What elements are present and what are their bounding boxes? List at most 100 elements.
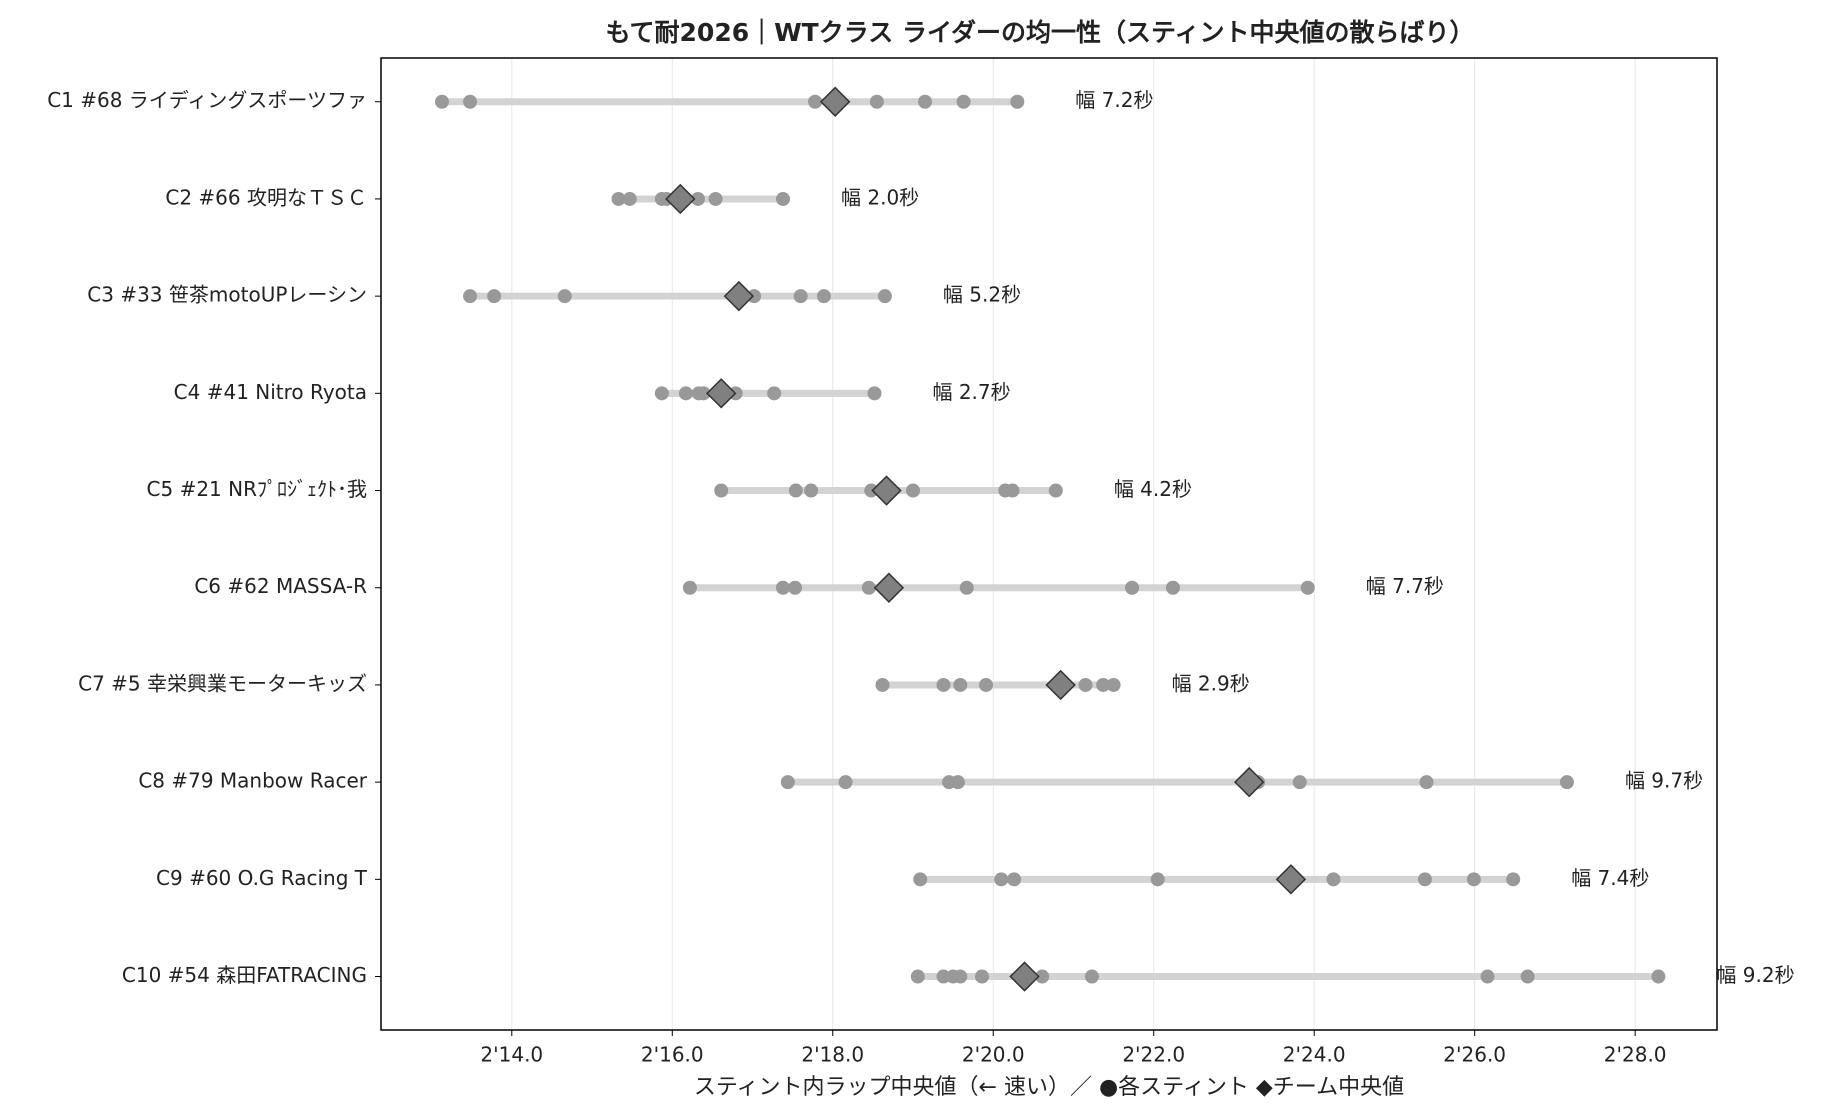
x-tick-label: 2'16.0 — [641, 1043, 704, 1067]
range-label: 幅 7.2秒 — [1075, 88, 1153, 112]
stint-point — [780, 775, 795, 790]
y-tick-label: C8 #79 Manbow Racer — [138, 769, 367, 793]
x-tick-label: 2'26.0 — [1443, 1043, 1506, 1067]
stint-point — [1125, 580, 1140, 595]
stint-point — [690, 191, 705, 206]
stint-point — [1419, 775, 1434, 790]
y-tick-label: C2 #66 攻明なＴＳＣ — [165, 185, 367, 209]
x-tick-label: 2'20.0 — [962, 1043, 1025, 1067]
median-marker — [706, 378, 737, 409]
y-tick-label: C9 #60 O.G Racing T — [156, 866, 368, 890]
stint-point — [557, 289, 572, 304]
stint-point — [463, 289, 478, 304]
stint-point — [1035, 969, 1050, 984]
stint-point — [1300, 580, 1315, 595]
stint-point — [875, 677, 890, 692]
stint-point — [611, 191, 626, 206]
median-marker — [873, 572, 905, 603]
y-tick-label: C10 #54 森田FATRACING — [122, 963, 367, 987]
stint-point — [678, 386, 693, 401]
stint-point — [867, 386, 882, 401]
y-tick-label: C5 #21 NRﾌﾟﾛｼﾞｪｸﾄ･我 — [147, 477, 367, 501]
stint-point — [487, 289, 502, 304]
plot-frame — [380, 57, 1718, 1031]
stint-point — [936, 677, 951, 692]
stint-point — [1106, 677, 1121, 692]
median-marker — [665, 183, 696, 215]
stint-point — [979, 677, 994, 692]
stint-point — [1506, 872, 1521, 887]
stint-point — [1466, 872, 1481, 887]
x-tick-label: 2'22.0 — [1122, 1043, 1185, 1067]
stint-point — [747, 289, 762, 304]
stint-point — [1326, 872, 1341, 887]
x-tick-label: 2'24.0 — [1283, 1043, 1346, 1067]
range-label: 幅 2.7秒 — [932, 380, 1010, 404]
stint-point — [959, 580, 974, 595]
stint-point — [956, 94, 971, 109]
x-axis-label: スティント内ラップ中央値（← 速い）／ ●各スティント ◆チーム中央値 — [694, 1075, 1404, 1100]
stint-point — [1150, 872, 1165, 887]
stint-point — [950, 775, 965, 790]
stint-point — [816, 289, 831, 304]
range-label: 幅 7.7秒 — [1366, 574, 1444, 598]
x-tick-label: 2'14.0 — [480, 1043, 543, 1067]
stint-point — [1165, 580, 1180, 595]
stint-point — [434, 94, 449, 109]
y-tick-label: C1 #68 ライディングスポーツファ — [47, 88, 367, 112]
stint-point — [974, 969, 989, 984]
stint-point — [793, 289, 808, 304]
y-tick-label: C6 #62 MASSA-R — [194, 574, 367, 598]
stint-point — [918, 94, 933, 109]
stint-point — [808, 94, 823, 109]
stint-point — [1005, 483, 1020, 498]
stint-point — [463, 94, 478, 109]
stint-point — [905, 483, 920, 498]
stint-point — [1417, 872, 1432, 887]
stint-point — [696, 386, 711, 401]
range-label: 幅 2.0秒 — [841, 185, 919, 209]
stint-point — [776, 191, 791, 206]
stint-point — [838, 775, 853, 790]
y-tick-label: C7 #5 幸栄興業モーターキッズ — [78, 671, 367, 695]
range-label: 幅 5.2秒 — [943, 283, 1021, 307]
stint-point — [788, 580, 803, 595]
stint-point — [869, 94, 884, 109]
stint-point — [1480, 969, 1495, 984]
stint-point — [1084, 969, 1099, 984]
stint-point — [913, 872, 928, 887]
range-label: 幅 2.9秒 — [1172, 671, 1250, 695]
stint-point — [654, 386, 669, 401]
median-marker — [871, 475, 902, 506]
range-label: 幅 9.7秒 — [1625, 769, 1703, 793]
stint-point — [804, 483, 819, 498]
stint-point — [936, 969, 951, 984]
stint-point — [682, 580, 697, 595]
stint-point — [910, 969, 925, 984]
y-tick-label: C4 #41 Nitro Ryota — [174, 380, 367, 404]
y-tick-label: C3 #33 笹茶motoUPレーシン — [87, 283, 367, 307]
stint-point — [708, 191, 723, 206]
stint-point — [776, 580, 791, 595]
median-marker — [1045, 669, 1076, 701]
median-marker — [1009, 961, 1040, 992]
stint-point — [864, 483, 879, 498]
median-marker — [1275, 864, 1307, 895]
median-marker — [723, 280, 755, 312]
stint-point — [953, 677, 968, 692]
stint-point — [1010, 94, 1025, 109]
median-marker — [819, 86, 851, 117]
stint-point — [1292, 775, 1307, 790]
x-tick-label: 2'18.0 — [801, 1043, 864, 1067]
x-tick-label: 2'28.0 — [1604, 1043, 1667, 1067]
stint-point — [994, 872, 1009, 887]
stint-point — [1007, 872, 1022, 887]
stint-point — [953, 969, 968, 984]
stint-point — [1096, 677, 1111, 692]
stint-point — [1651, 969, 1666, 984]
stint-point — [767, 386, 782, 401]
stint-point — [622, 191, 637, 206]
chart-title: もて耐2026｜WTクラス ライダーの均一性（スティント中央値の散らばり） — [606, 18, 1475, 47]
stint-point — [1520, 969, 1535, 984]
